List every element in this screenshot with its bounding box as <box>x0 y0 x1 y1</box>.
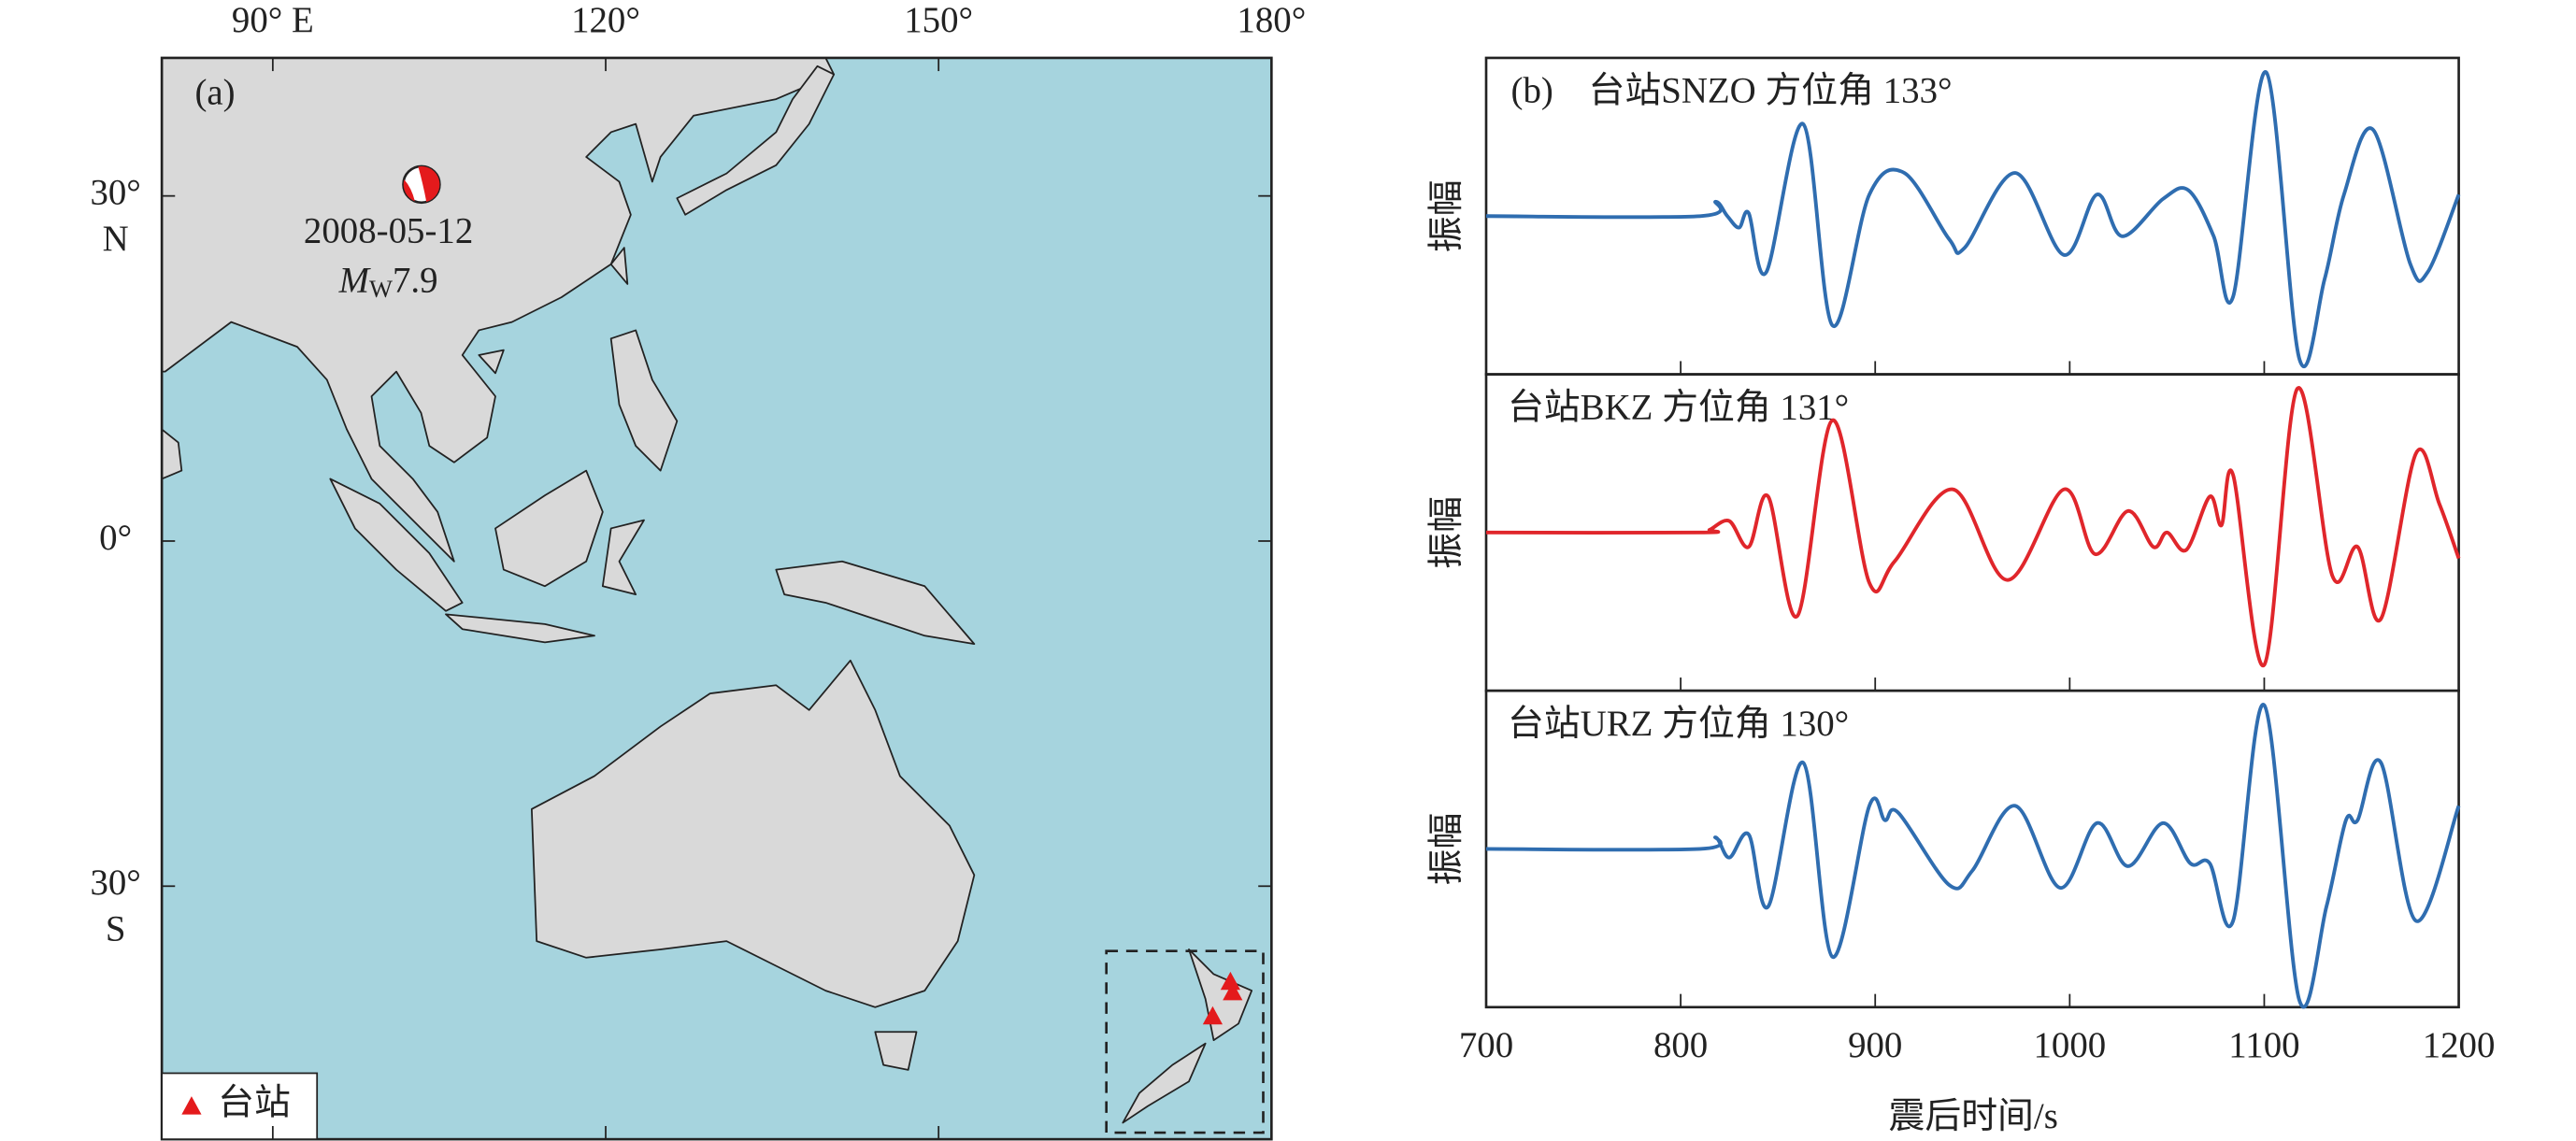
region-box <box>1105 949 1265 1134</box>
x-tick-label: 700 <box>1459 1025 1513 1065</box>
series-title: 台站BKZ 方位角 131° <box>1508 387 1849 427</box>
panel-label: (b) <box>1510 71 1553 111</box>
event-beachball <box>402 164 441 205</box>
magnitude-subscript: W <box>369 275 393 303</box>
x-tick-label: 1200 <box>2423 1025 2496 1065</box>
magnitude-symbol: M <box>338 260 372 300</box>
x-tick-label: 150° <box>904 0 973 40</box>
x-tick-label: 90° E <box>232 0 314 40</box>
y-tick-label: 30° <box>90 863 140 903</box>
y-axis-label: 振幅 <box>1426 179 1467 252</box>
x-tick-label: 1000 <box>2033 1025 2106 1065</box>
y-axis-label: 振幅 <box>1426 496 1467 569</box>
coastlines <box>161 57 1253 1124</box>
station <box>1202 1006 1224 1025</box>
panel-label: (a) <box>194 73 235 113</box>
x-axis-label: 震后时间/s <box>1888 1096 2057 1136</box>
x-tick-label: 800 <box>1653 1025 1708 1065</box>
waveform <box>1485 386 2461 667</box>
y-tick-hemisphere: N <box>103 219 129 259</box>
y-tick-hemisphere: S <box>106 909 126 949</box>
series-title: 台站SNZO 方位角 133° <box>1589 71 1953 111</box>
legend-label: 台站 <box>218 1083 291 1123</box>
event-magnitude: MW7.9 <box>338 260 438 303</box>
station <box>1220 971 1241 991</box>
x-tick-label: 1100 <box>2228 1025 2299 1065</box>
magnitude-value: 7.9 <box>393 260 438 300</box>
station <box>1223 981 1243 1001</box>
x-tick-label: 900 <box>1848 1025 1902 1065</box>
waveform <box>1485 703 2461 1009</box>
legend-marker <box>181 1096 202 1115</box>
waveform <box>1485 70 2461 369</box>
beachball-fill <box>403 165 440 203</box>
x-tick-label: 180° <box>1237 0 1306 40</box>
x-tick-label: 120° <box>571 0 640 40</box>
y-tick-label: 0° <box>99 518 132 558</box>
y-axis-label: 振幅 <box>1426 813 1467 886</box>
event-date: 2008-05-12 <box>304 210 473 250</box>
series-title: 台站URZ 方位角 130° <box>1508 704 1849 744</box>
map-frame <box>160 56 1273 1141</box>
y-tick-label: 30° <box>90 173 140 213</box>
